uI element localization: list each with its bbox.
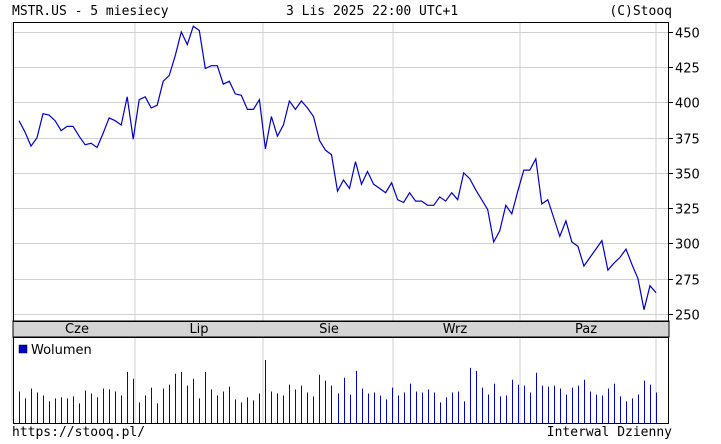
interval-label: Interwal Dzienny [546, 425, 672, 440]
y-tick-label: 325 [675, 203, 700, 218]
y-tick-label: 300 [675, 238, 700, 253]
chart-copyright: (C)Stooq [609, 4, 672, 19]
x-tick-label: Wrz [443, 322, 468, 337]
volume-pane-frame [13, 337, 669, 424]
y-tick-label: 350 [675, 168, 700, 183]
volume-legend-swatch [18, 344, 28, 354]
source-link[interactable]: https://stooq.pl/ [12, 425, 146, 440]
volume-legend-label: Wolumen [31, 343, 92, 358]
price-pane-frame [13, 22, 669, 322]
y-tick-label: 450 [675, 27, 700, 42]
chart-ticker-title: MSTR.US - 5 miesiecy [12, 4, 169, 19]
x-tick-label: Paz [575, 322, 597, 337]
y-tick-label: 400 [675, 97, 700, 112]
x-tick-label: Lip [189, 322, 208, 337]
price-series-line [18, 25, 657, 310]
x-tick-label: Cze [65, 322, 89, 337]
y-tick-label: 250 [675, 309, 700, 324]
y-tick-label: 425 [675, 62, 700, 77]
y-tick-label: 375 [675, 133, 700, 148]
chart-timestamp: 3 Lis 2025 22:00 UTC+1 [286, 4, 459, 19]
x-tick-label: Sie [319, 322, 339, 337]
x-axis-band [12, 320, 670, 338]
y-tick-label: 275 [675, 274, 700, 289]
